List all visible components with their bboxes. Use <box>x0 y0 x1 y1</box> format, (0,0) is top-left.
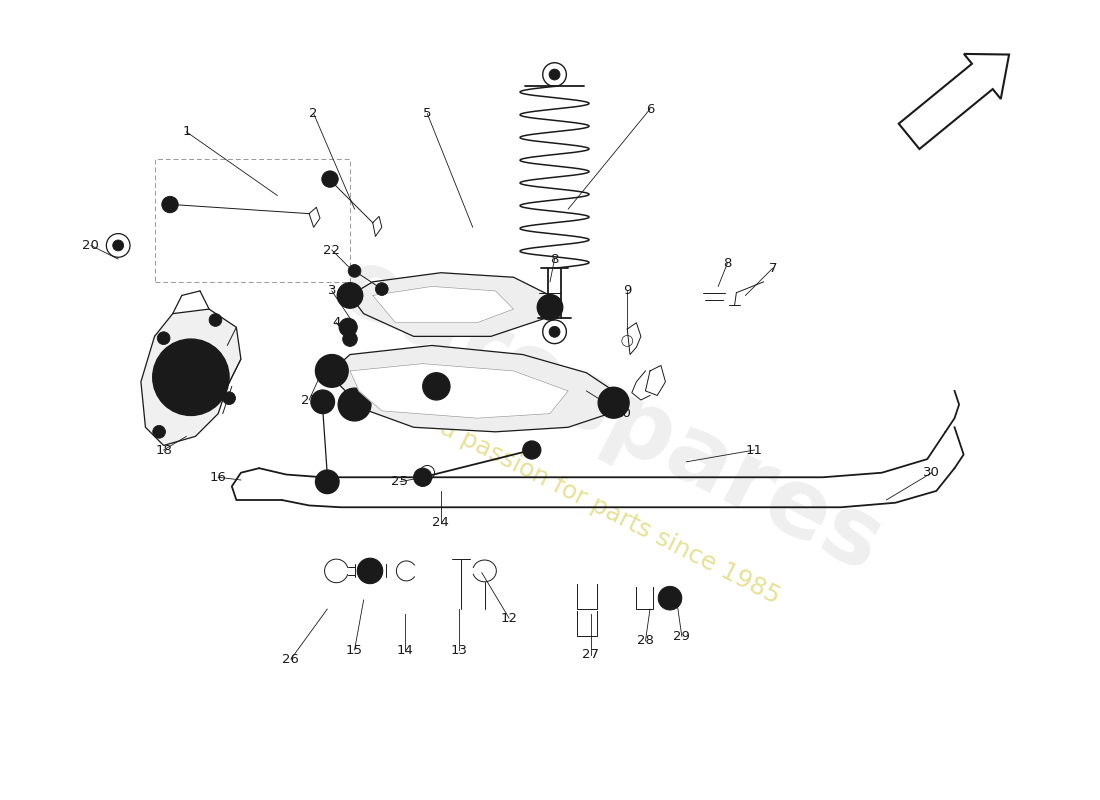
Text: 25: 25 <box>392 475 408 488</box>
Text: 24: 24 <box>432 516 449 530</box>
Circle shape <box>338 282 363 308</box>
Circle shape <box>358 558 383 584</box>
Circle shape <box>157 332 170 345</box>
Text: 29: 29 <box>673 630 691 643</box>
Text: 30: 30 <box>923 466 940 479</box>
Polygon shape <box>350 273 550 336</box>
Text: 26: 26 <box>283 653 299 666</box>
Text: 23: 23 <box>300 394 318 406</box>
Polygon shape <box>350 364 569 418</box>
Circle shape <box>179 366 202 389</box>
Circle shape <box>153 426 165 438</box>
Text: eurospares: eurospares <box>323 239 896 593</box>
Text: 2: 2 <box>309 107 318 120</box>
Text: 6: 6 <box>646 102 654 115</box>
Circle shape <box>598 387 629 418</box>
Text: 7: 7 <box>769 262 777 274</box>
Text: 28: 28 <box>637 634 653 647</box>
Circle shape <box>522 441 541 459</box>
Circle shape <box>430 380 442 393</box>
Text: 3: 3 <box>328 285 337 298</box>
Polygon shape <box>373 286 514 322</box>
Text: 20: 20 <box>82 239 99 252</box>
Text: 10: 10 <box>614 407 631 420</box>
Circle shape <box>316 470 339 494</box>
Circle shape <box>222 392 235 405</box>
Text: 12: 12 <box>500 612 518 625</box>
Text: 4: 4 <box>332 316 341 330</box>
Text: 16: 16 <box>210 470 227 484</box>
Circle shape <box>349 265 361 278</box>
Text: 22: 22 <box>323 243 340 257</box>
Polygon shape <box>899 54 1009 149</box>
Circle shape <box>343 289 356 302</box>
Circle shape <box>323 362 340 379</box>
Text: 18: 18 <box>155 443 172 457</box>
Circle shape <box>549 69 560 80</box>
Circle shape <box>549 326 560 338</box>
Text: 27: 27 <box>582 648 600 661</box>
Circle shape <box>112 240 123 251</box>
Polygon shape <box>332 346 614 432</box>
Circle shape <box>311 390 334 414</box>
Circle shape <box>343 332 358 346</box>
Circle shape <box>606 395 620 410</box>
Polygon shape <box>141 309 241 446</box>
Circle shape <box>543 301 557 314</box>
Circle shape <box>165 352 217 402</box>
Circle shape <box>162 196 178 213</box>
Text: 11: 11 <box>746 443 763 457</box>
Circle shape <box>153 339 229 415</box>
Circle shape <box>209 314 222 326</box>
Text: 13: 13 <box>451 643 468 657</box>
Text: 9: 9 <box>623 285 631 298</box>
Text: 15: 15 <box>346 643 363 657</box>
Circle shape <box>658 586 682 610</box>
Circle shape <box>346 396 363 413</box>
Circle shape <box>322 171 338 187</box>
Text: a passion for parts since 1985: a passion for parts since 1985 <box>436 415 784 609</box>
Circle shape <box>338 388 371 421</box>
Text: 14: 14 <box>396 643 412 657</box>
Circle shape <box>339 318 358 336</box>
Text: 8: 8 <box>723 257 732 270</box>
Text: 5: 5 <box>424 107 431 120</box>
Circle shape <box>537 294 563 320</box>
Circle shape <box>316 354 349 387</box>
Circle shape <box>414 468 432 486</box>
Text: 8: 8 <box>550 253 559 266</box>
Circle shape <box>422 373 450 400</box>
Text: 1: 1 <box>183 126 190 138</box>
Circle shape <box>375 282 388 295</box>
